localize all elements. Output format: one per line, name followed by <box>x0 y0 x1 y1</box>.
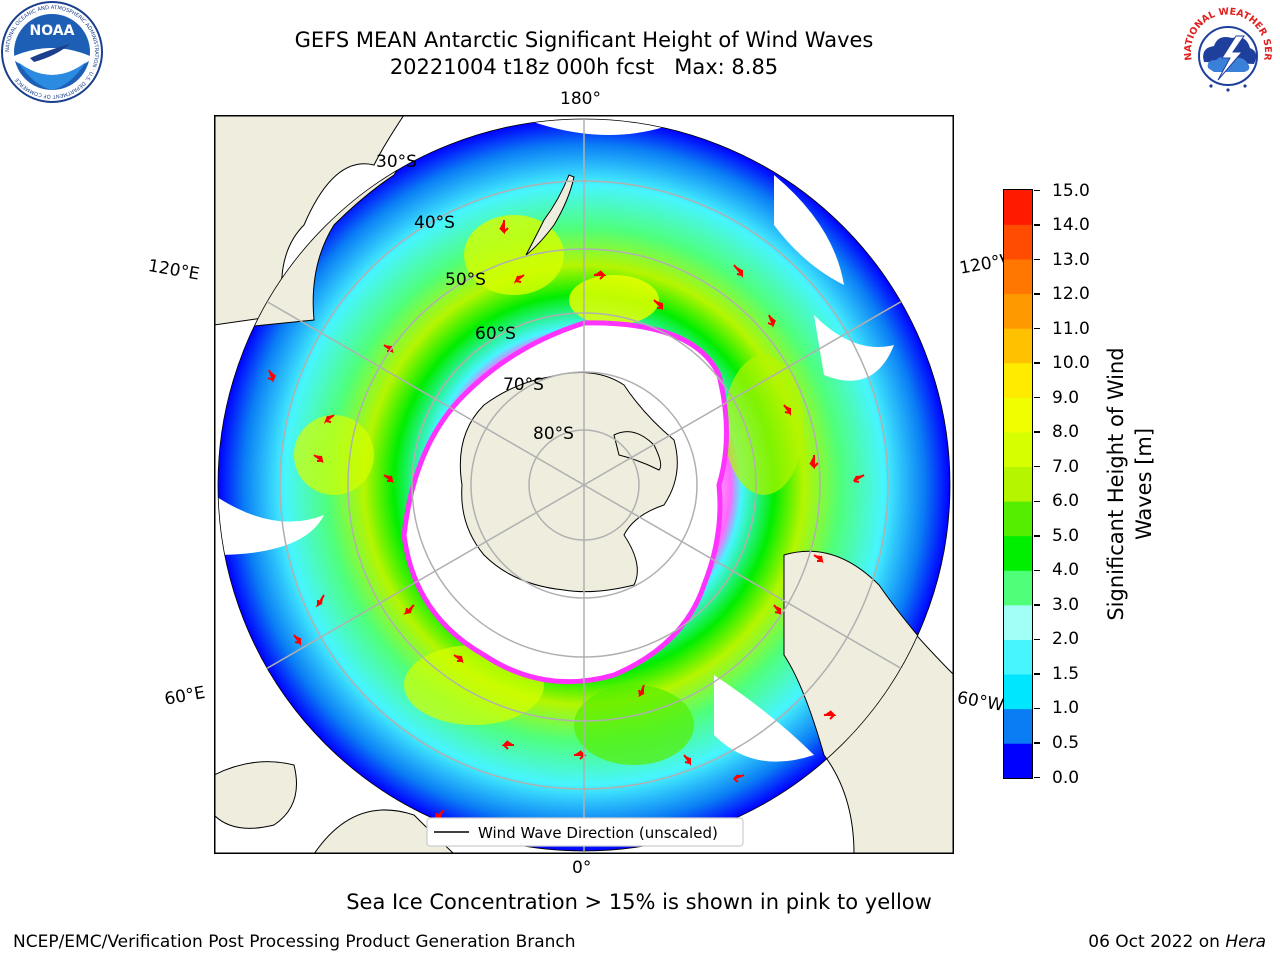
colorbar-tick-label: 0.5 <box>1052 732 1080 753</box>
colorbar-tick-label: 6.0 <box>1052 491 1080 512</box>
lat-label-30s: 30°S <box>376 152 417 172</box>
lon-label-180: 180° <box>560 89 601 109</box>
south-polar-map: Wind Wave Direction (unscaled) <box>214 115 954 854</box>
colorbar-swatch <box>1004 501 1032 537</box>
colorbar-tick-label: 5.0 <box>1052 525 1080 546</box>
lat-label-60s: 60°S <box>475 324 516 344</box>
colorbar-tick <box>1034 362 1040 364</box>
colorbar-tick-label: 15.0 <box>1052 180 1090 201</box>
colorbar-tick <box>1034 673 1040 675</box>
colorbar-tick-label: 12.0 <box>1052 284 1090 305</box>
legend-label: Wind Wave Direction (unscaled) <box>478 824 718 842</box>
lon-label-60w: 60°W <box>955 688 1006 716</box>
colorbar-swatch <box>1004 639 1032 675</box>
lat-label-50s: 50°S <box>445 270 486 290</box>
colorbar-tick-label: 0.0 <box>1052 767 1080 788</box>
colorbar-swatch <box>1004 743 1032 778</box>
colorbar-swatch <box>1004 605 1032 640</box>
colorbar-tick <box>1034 224 1040 226</box>
colorbar-tick <box>1034 776 1040 779</box>
chart-subtitle: 20221004 t18z 000h fcst Max: 8.85 <box>389 55 779 79</box>
colorbar-label-line1: Significant Height of Wind <box>1104 347 1128 621</box>
colorbar-swatch <box>1004 432 1032 468</box>
colorbar-tick <box>1034 189 1040 192</box>
colorbar <box>1003 189 1033 779</box>
lon-label-120e: 120°E <box>146 256 201 285</box>
colorbar-tick <box>1034 500 1040 502</box>
colorbar-tick <box>1034 569 1040 572</box>
colorbar-tick <box>1034 638 1040 641</box>
colorbar-tick <box>1034 535 1040 537</box>
colorbar-tick-label: 8.0 <box>1052 422 1080 443</box>
colorbar-tick <box>1034 707 1040 710</box>
colorbar-tick-label: 7.0 <box>1052 456 1080 477</box>
colorbar-tick-label: 1.0 <box>1052 698 1080 719</box>
colorbar-swatch <box>1004 708 1032 744</box>
footer-branch: NCEP/EMC/Verification Post Processing Pr… <box>13 932 576 952</box>
colorbar-tick <box>1034 431 1040 433</box>
colorbar-tick-label: 14.0 <box>1052 215 1090 236</box>
colorbar-tick-label: 4.0 <box>1052 560 1080 581</box>
lon-label-60e: 60°E <box>163 682 207 710</box>
sea-ice-note: Sea Ice Concentration > 15% is shown in … <box>346 890 932 914</box>
colorbar-tick <box>1034 327 1040 330</box>
colorbar-tick-label: 3.0 <box>1052 594 1080 615</box>
colorbar-tick-label: 13.0 <box>1052 249 1090 270</box>
colorbar-swatch <box>1004 570 1032 606</box>
lat-label-40s: 40°S <box>414 213 455 233</box>
noaa-logo-text: NOAA <box>30 23 75 39</box>
colorbar-tick <box>1034 258 1040 261</box>
colorbar-tick <box>1034 604 1040 606</box>
nws-logo-icon: NATIONAL WEATHER SERVICE <box>1176 0 1278 102</box>
colorbar-label-line2: Waves [m] <box>1132 427 1156 541</box>
colorbar-tick-label: 9.0 <box>1052 387 1080 408</box>
colorbar-tick-label: 2.0 <box>1052 629 1080 650</box>
colorbar-swatch <box>1004 328 1032 364</box>
map-legend <box>426 817 744 847</box>
colorbar-swatch <box>1004 397 1032 433</box>
lon-label-0: 0° <box>572 858 592 878</box>
lat-label-70s: 70°S <box>503 375 544 395</box>
footer-machine: Hera <box>1225 932 1266 952</box>
colorbar-tick <box>1034 465 1040 468</box>
colorbar-swatch <box>1004 466 1032 502</box>
colorbar-label: Significant Height of Wind Waves [m] <box>1102 347 1158 620</box>
colorbar-swatch <box>1004 535 1032 571</box>
colorbar-swatch <box>1004 674 1032 710</box>
chart-title: GEFS MEAN Antarctic Significant Height o… <box>294 28 874 52</box>
colorbar-tick <box>1034 293 1040 295</box>
colorbar-swatch <box>1004 259 1032 295</box>
colorbar-tick-label: 11.0 <box>1052 318 1090 339</box>
colorbar-swatch <box>1004 362 1032 398</box>
colorbar-tick <box>1034 396 1040 399</box>
colorbar-swatch <box>1004 190 1032 225</box>
colorbar-tick-label: 1.5 <box>1052 663 1080 684</box>
noaa-logo-icon: NATIONAL OCEANIC AND ATMOSPHERIC ADMINIS… <box>1 1 103 103</box>
colorbar-tick-label: 10.0 <box>1052 353 1090 374</box>
footer-date: 06 Oct 2022 on Hera <box>1088 932 1266 952</box>
colorbar-swatch <box>1004 224 1032 260</box>
footer-date-text: 06 Oct 2022 on <box>1088 932 1220 952</box>
lat-label-80s: 80°S <box>533 424 574 444</box>
colorbar-tick <box>1034 742 1040 744</box>
colorbar-swatch <box>1004 293 1032 329</box>
